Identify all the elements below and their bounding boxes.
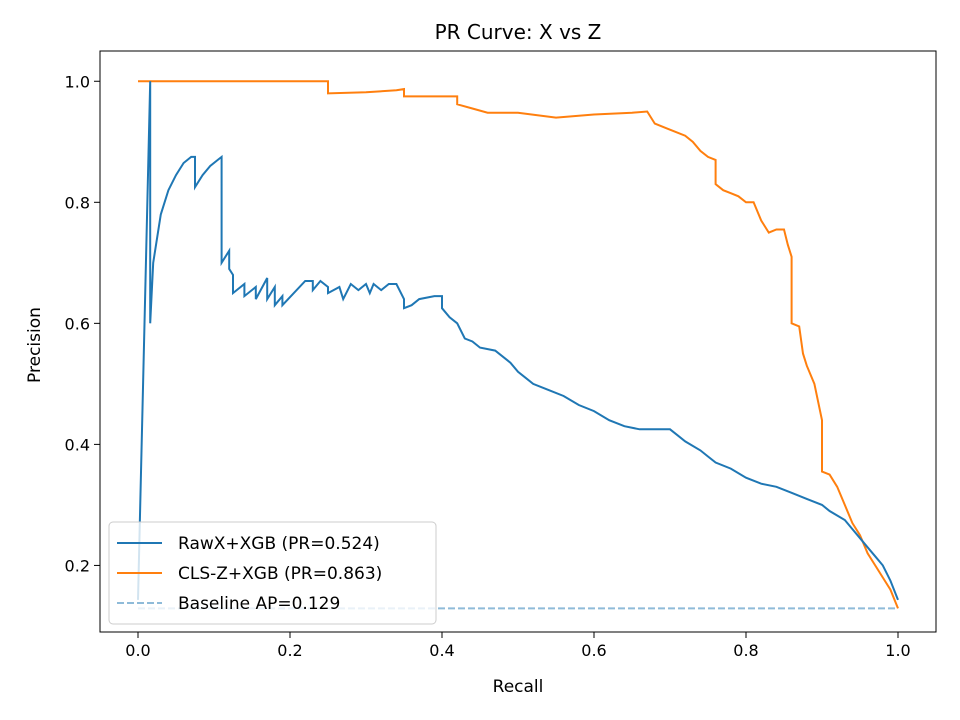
x-tick-label: 0.0 xyxy=(125,641,150,660)
axes-frame xyxy=(99,50,937,633)
legend-label: Baseline AP=0.129 xyxy=(178,594,340,614)
y-axis-label: Precision xyxy=(25,307,45,383)
legend-box xyxy=(108,521,437,625)
x-axis-ticks: 0.0 0.2 0.4 0.6 0.8 1.0 xyxy=(125,632,911,660)
series-line-cls-z-xgb xyxy=(138,80,899,609)
x-tick-label: 0.4 xyxy=(429,641,454,660)
x-tick-label: 1.0 xyxy=(885,641,910,660)
legend-label: RawX+XGB (PR=0.524) xyxy=(178,534,380,554)
legend: RawX+XGB (PR=0.524) CLS-Z+XGB (PR=0.863) B… xyxy=(108,521,437,625)
x-axis-label: Recall xyxy=(493,677,544,697)
series-line-rawx-xgb xyxy=(137,81,899,601)
y-tick-label: 0.2 xyxy=(65,556,90,575)
y-tick-label: 0.6 xyxy=(65,314,90,333)
legend-label: CLS-Z+XGB (PR=0.863) xyxy=(178,564,382,584)
y-axis-ticks: 0.2 0.4 0.6 0.8 1.0 xyxy=(65,72,100,575)
x-tick-label: 0.6 xyxy=(581,641,606,660)
y-tick-label: 1.0 xyxy=(65,72,90,91)
chart-title: PR Curve: X vs Z xyxy=(435,20,602,44)
y-tick-label: 0.4 xyxy=(65,435,90,454)
y-tick-label: 0.8 xyxy=(65,193,90,212)
x-tick-label: 0.2 xyxy=(277,641,302,660)
x-tick-label: 0.8 xyxy=(733,641,758,660)
